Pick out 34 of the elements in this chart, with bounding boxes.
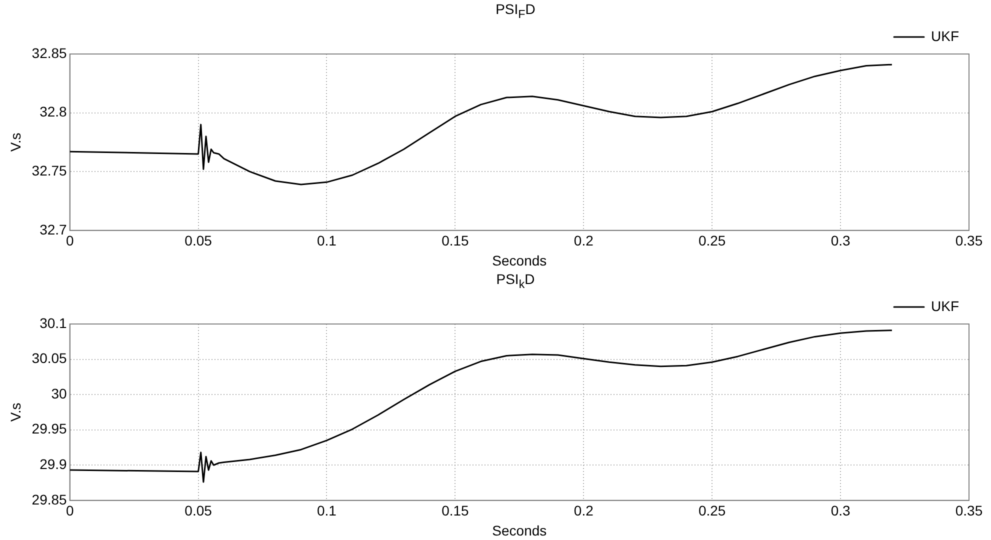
x-tick-label: 0.25 bbox=[698, 232, 726, 249]
chart-title: PSI$_{k}$D bbox=[495, 270, 536, 291]
x-tick-label: 0.35 bbox=[955, 502, 983, 519]
legend-label: UKF bbox=[931, 298, 959, 314]
y-tick-label: 32.7 bbox=[40, 221, 68, 238]
y-tick-label: 30.1 bbox=[40, 314, 68, 331]
x-tick-label: 0 bbox=[66, 502, 74, 519]
x-tick-label: 0.05 bbox=[184, 232, 212, 249]
y-tick-label: 30.05 bbox=[32, 350, 68, 366]
y-tick-label: 29.9 bbox=[40, 456, 68, 472]
x-tick-label: 0.25 bbox=[698, 502, 726, 519]
y-tick-label: 29.85 bbox=[32, 491, 68, 508]
x-axis-title: Seconds bbox=[492, 252, 547, 268]
y-tick-label: 32.85 bbox=[32, 44, 68, 61]
x-tick-label: 0.35 bbox=[955, 232, 983, 249]
x-tick-label: 0.15 bbox=[442, 502, 470, 519]
y-tick-label: 32.75 bbox=[32, 162, 68, 178]
x-axis-title: Seconds bbox=[492, 522, 547, 538]
x-tick-label: 0.3 bbox=[830, 502, 850, 519]
y-tick-label: 29.95 bbox=[32, 420, 68, 437]
chart-title: PSI$_{F}$D bbox=[494, 0, 536, 21]
x-tick-label: 0.15 bbox=[442, 232, 470, 249]
legend-label: UKF bbox=[931, 28, 959, 44]
y-tick-label: 30 bbox=[51, 385, 68, 402]
y-axis-title: V.s bbox=[7, 402, 24, 422]
y-axis-title: V.s bbox=[7, 132, 24, 152]
x-tick-label: 0 bbox=[66, 232, 74, 249]
x-tick-label: 0.1 bbox=[317, 232, 337, 249]
x-tick-label: 0.1 bbox=[317, 502, 337, 519]
x-tick-label: 0.2 bbox=[574, 232, 594, 249]
y-tick-label: 32.8 bbox=[40, 104, 68, 120]
x-tick-label: 0.2 bbox=[574, 502, 594, 519]
x-tick-label: 0.05 bbox=[184, 502, 212, 519]
x-tick-label: 0.3 bbox=[830, 232, 850, 249]
